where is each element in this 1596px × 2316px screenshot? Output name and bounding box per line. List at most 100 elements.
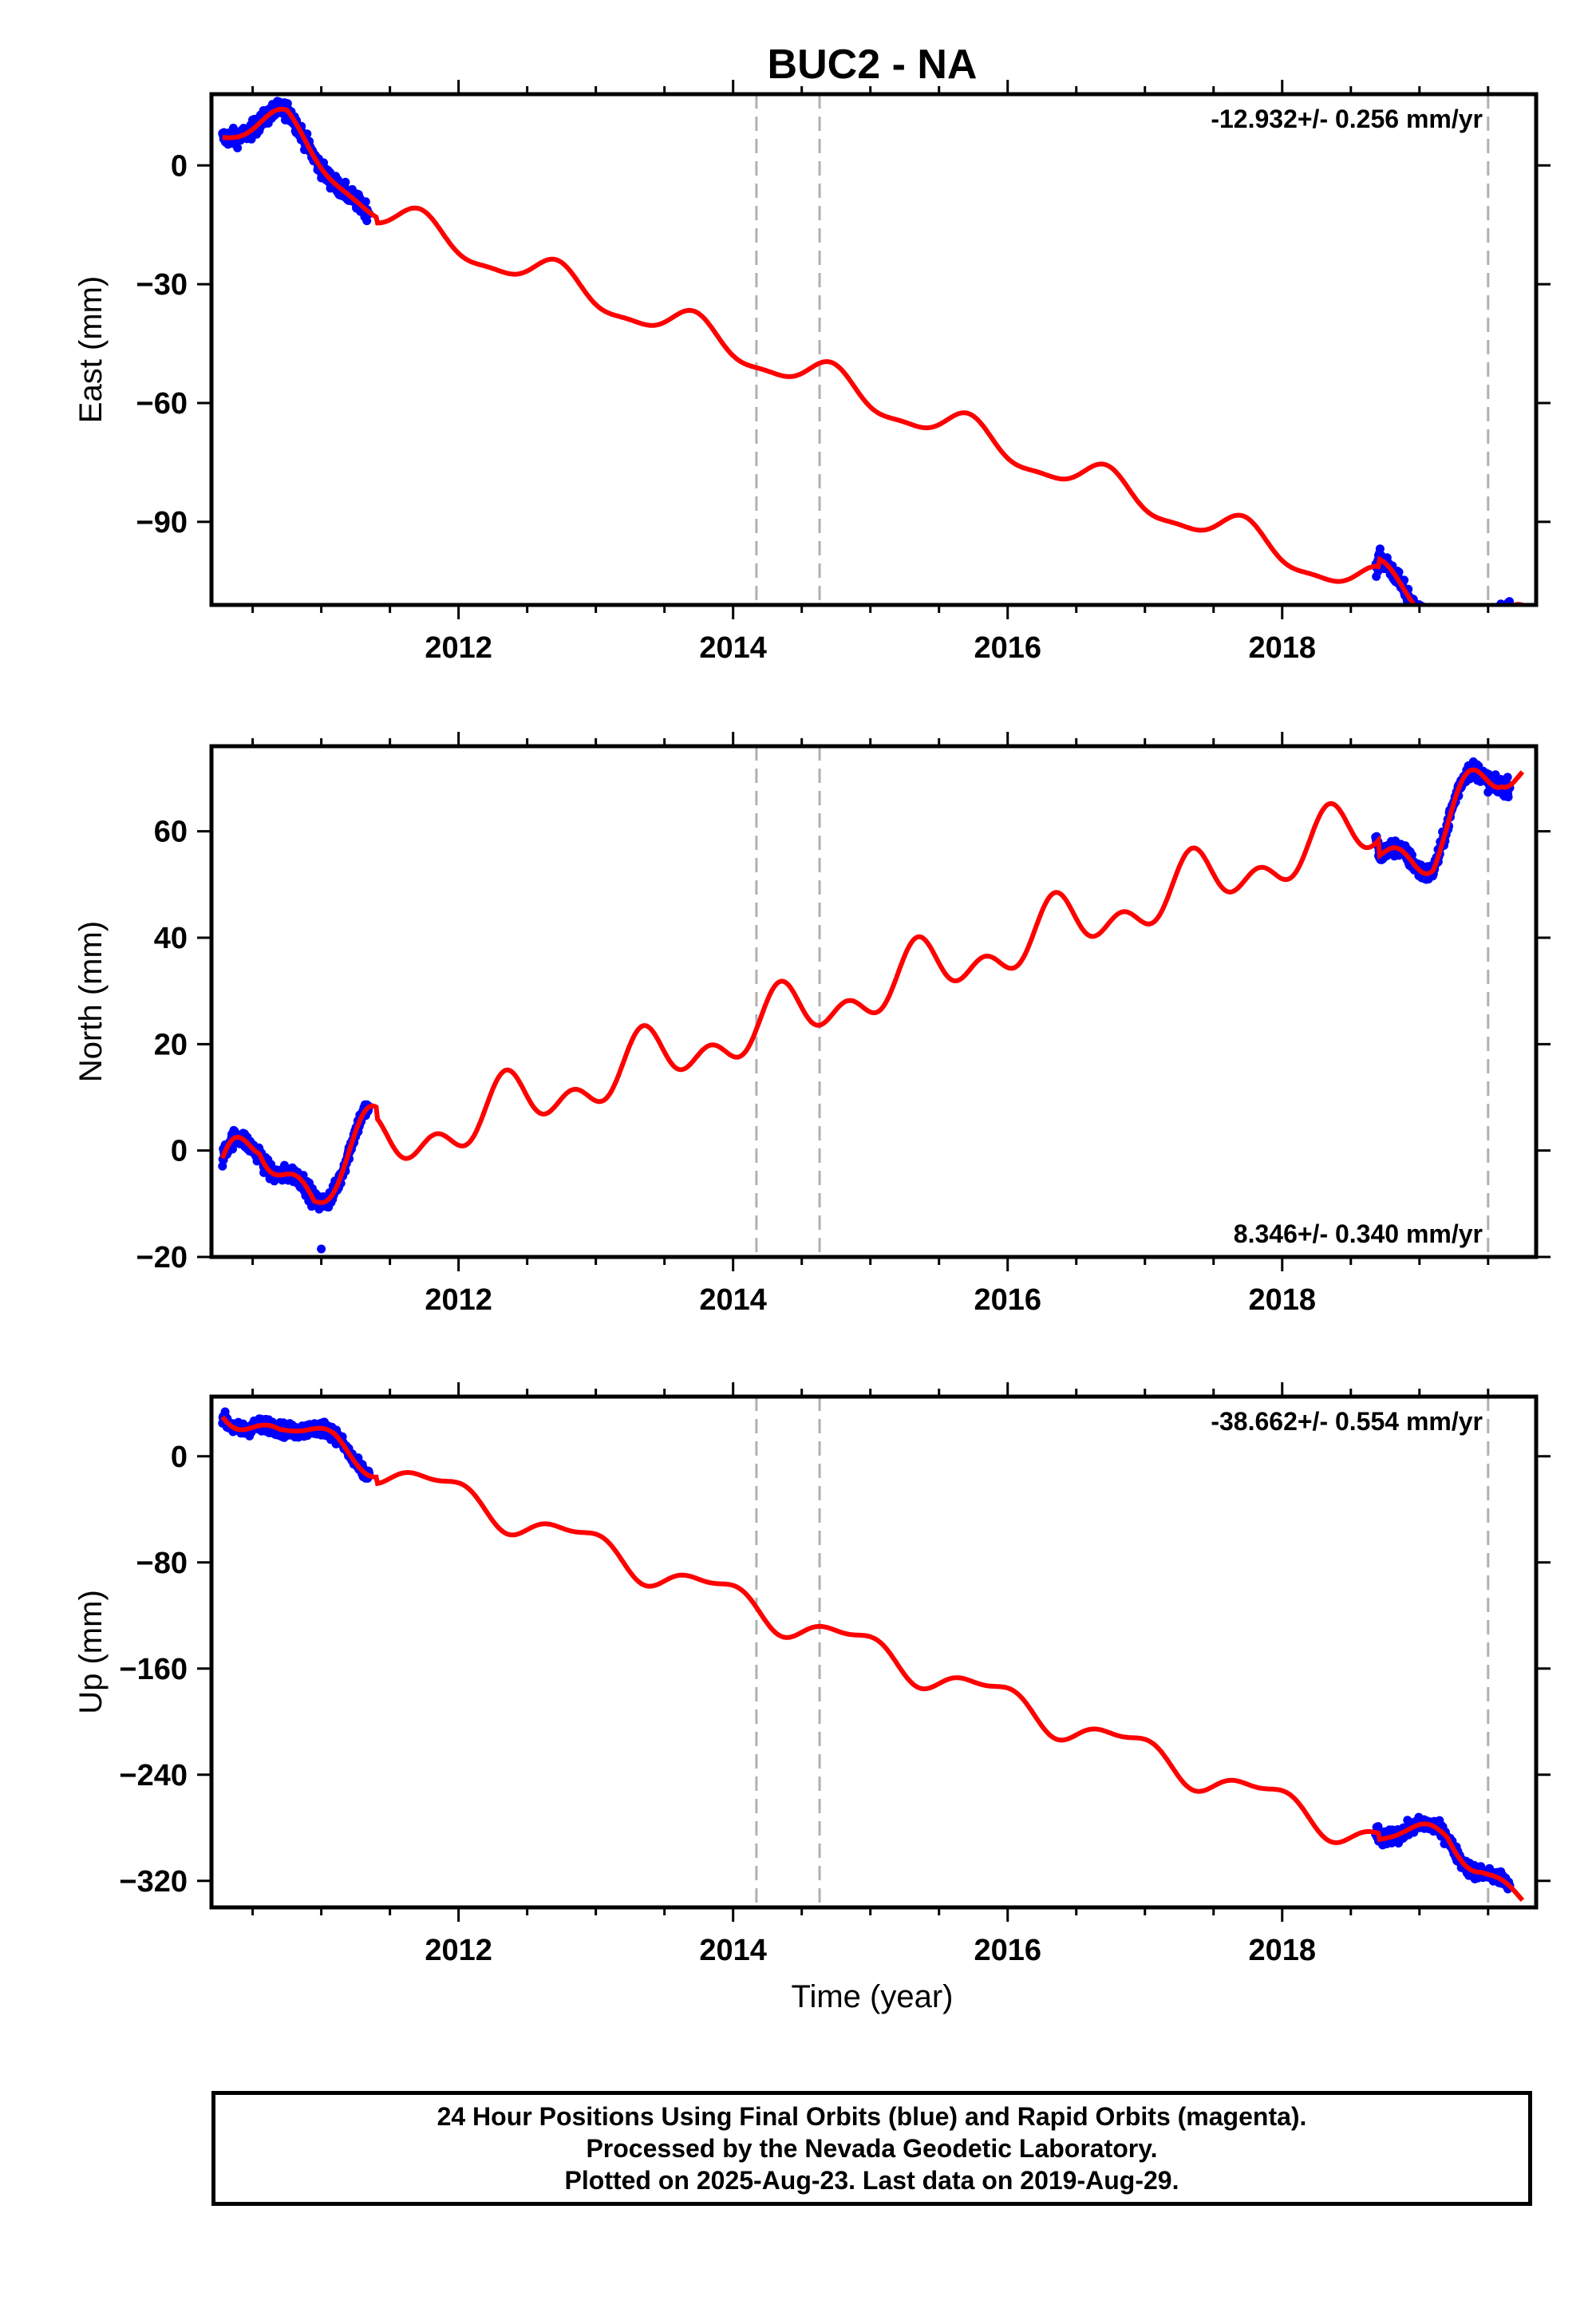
y-tick-label: 20 — [154, 1028, 188, 1061]
observation-point — [1446, 622, 1455, 630]
observation-point — [1442, 626, 1451, 635]
observation-point — [1476, 630, 1484, 638]
observation-point — [1466, 624, 1475, 633]
observation-point — [1440, 621, 1449, 630]
observation-point — [1456, 629, 1464, 638]
x-tick-label: 2018 — [1248, 1934, 1316, 1967]
x-tick-label: 2012 — [425, 1283, 492, 1317]
plot-frame — [209, 92, 1539, 607]
observation-point — [1482, 622, 1491, 631]
observation-point — [1476, 632, 1485, 641]
observation-point — [1473, 625, 1482, 634]
observation-point — [1479, 626, 1488, 634]
observation-point — [1436, 618, 1444, 626]
observation-point — [1464, 631, 1473, 640]
observation-point — [1492, 622, 1501, 631]
observation-point — [1487, 616, 1496, 625]
observation-point — [1453, 621, 1462, 630]
observation-point — [1468, 634, 1476, 643]
observation-point — [1468, 634, 1477, 643]
x-tick-label: 2014 — [699, 1283, 767, 1317]
observation-point — [1487, 619, 1495, 627]
y-tick-label: −20 — [136, 1241, 188, 1275]
observation-point — [1436, 630, 1445, 639]
observation-point — [1460, 634, 1469, 643]
y-tick-label: −90 — [136, 506, 188, 539]
observation-point — [1443, 625, 1452, 634]
observation-point — [1491, 616, 1499, 625]
observation-point — [1489, 611, 1498, 620]
observation-point — [1451, 628, 1460, 637]
observation-point — [1429, 611, 1438, 619]
observation-point — [1495, 619, 1503, 627]
y-tick-label: −30 — [136, 268, 188, 302]
observation-point — [1459, 639, 1468, 648]
observation-point — [1465, 630, 1474, 639]
observation-point — [1453, 634, 1462, 642]
observation-point — [1493, 618, 1502, 626]
observation-point — [1428, 621, 1436, 630]
observation-point — [1463, 638, 1472, 647]
observation-point — [1487, 619, 1495, 628]
observation-point — [1456, 636, 1465, 645]
observation-point — [1451, 626, 1460, 634]
observation-point — [1479, 630, 1488, 638]
observation-point — [1470, 625, 1479, 634]
observation-point — [1499, 609, 1508, 618]
observation-point — [1431, 622, 1440, 630]
observation-point — [1480, 619, 1489, 627]
observation-point — [1426, 615, 1435, 624]
observation-point — [1452, 632, 1461, 641]
observation-point — [1502, 608, 1511, 617]
observation-point — [1440, 618, 1449, 626]
observation-point — [1460, 627, 1469, 636]
observation-point — [1481, 622, 1490, 630]
observation-point — [1475, 629, 1483, 638]
north-panel: 2012 2014 2016 2018 60 40 20 0 −20 North (mm) 8.34… — [73, 732, 1551, 1317]
observation-point — [1476, 630, 1485, 638]
observation-point — [1447, 624, 1456, 633]
observation-point — [1477, 628, 1486, 637]
observation-point — [1448, 630, 1456, 639]
observation-point — [233, 143, 243, 152]
observation-point — [1430, 621, 1439, 630]
observation-point — [1489, 622, 1498, 630]
observation-point — [1444, 625, 1452, 634]
observation-point — [1474, 629, 1483, 638]
y-tick-label: 60 — [154, 816, 188, 849]
observation-point — [1455, 631, 1464, 640]
observation-point — [1441, 630, 1450, 639]
observation-point — [1472, 626, 1480, 635]
observation-point — [1420, 613, 1429, 622]
observation-point — [1375, 544, 1385, 554]
model-fit-line — [222, 106, 1523, 605]
observation-point — [1466, 635, 1475, 644]
observation-point — [1424, 624, 1433, 633]
observation-point — [1421, 614, 1430, 622]
x-tick-label: 2018 — [1248, 631, 1316, 665]
x-tick-label: 2016 — [974, 1934, 1041, 1967]
observation-point — [1436, 620, 1444, 629]
observation-point — [1493, 619, 1502, 627]
observation-point — [1485, 619, 1494, 628]
observation-point — [1462, 626, 1471, 634]
observation-point — [361, 197, 370, 207]
observation-point — [1479, 619, 1488, 628]
observations-series — [218, 97, 1515, 648]
observation-point — [1482, 624, 1491, 633]
observation-point — [1434, 619, 1443, 628]
observation-point — [341, 177, 350, 187]
y-tick-label: −240 — [119, 1759, 188, 1792]
observation-point — [1503, 773, 1512, 782]
observation-point — [1495, 610, 1504, 619]
observation-point — [1439, 630, 1448, 638]
observation-point — [1449, 630, 1458, 638]
observation-point — [1450, 629, 1459, 638]
observation-point — [1483, 624, 1491, 633]
observation-point — [1462, 632, 1471, 641]
observation-point — [1506, 607, 1515, 616]
observation-point — [1483, 620, 1492, 629]
observation-point — [1432, 616, 1440, 625]
observation-point — [1479, 623, 1487, 632]
x-tick-label: 2014 — [699, 631, 767, 665]
